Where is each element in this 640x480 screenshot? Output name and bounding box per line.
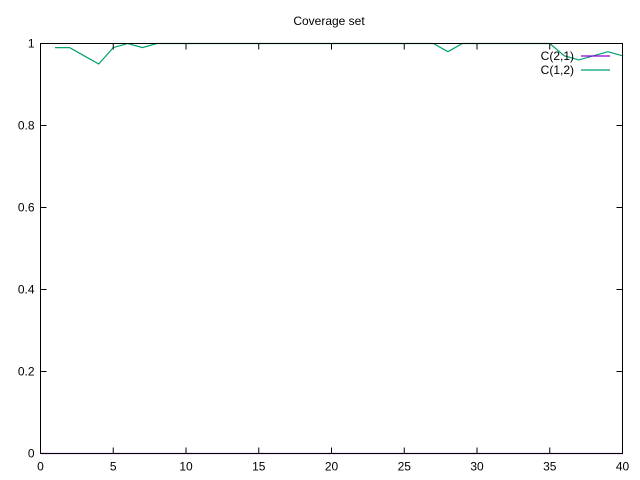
x-tick-label: 25	[398, 460, 412, 474]
series-line-1	[55, 42, 623, 65]
chart-title: Coverage set	[293, 14, 365, 28]
legend: C(2,1)C(1,2)	[541, 49, 610, 77]
x-tick-label: 10	[179, 460, 193, 474]
x-tick-label: 15	[252, 460, 266, 474]
x-tick-label: 5	[110, 460, 117, 474]
y-tick-label: 0	[28, 447, 35, 461]
plot-frame	[40, 43, 623, 454]
x-axis: 0 5 10 15 20 25 30 35 40	[37, 43, 630, 474]
x-tick-label: 30	[470, 460, 484, 474]
y-tick-label: 1	[28, 37, 35, 51]
legend-label-1: C(1,2)	[541, 63, 574, 77]
y-tick-label: 0.2	[18, 365, 35, 379]
x-tick-label: 0	[37, 460, 44, 474]
y-tick-label: 0.6	[18, 201, 35, 215]
legend-label-0: C(2,1)	[541, 49, 574, 63]
y-axis: 0 0.2 0.4 0.6 0.8 1	[18, 37, 623, 461]
y-tick-label: 0.8	[18, 119, 35, 133]
x-tick-label: 40	[616, 460, 630, 474]
x-tick-label: 20	[325, 460, 339, 474]
x-tick-label: 35	[543, 460, 557, 474]
y-tick-label: 0.4	[18, 283, 35, 297]
plot-lines	[40, 42, 623, 455]
